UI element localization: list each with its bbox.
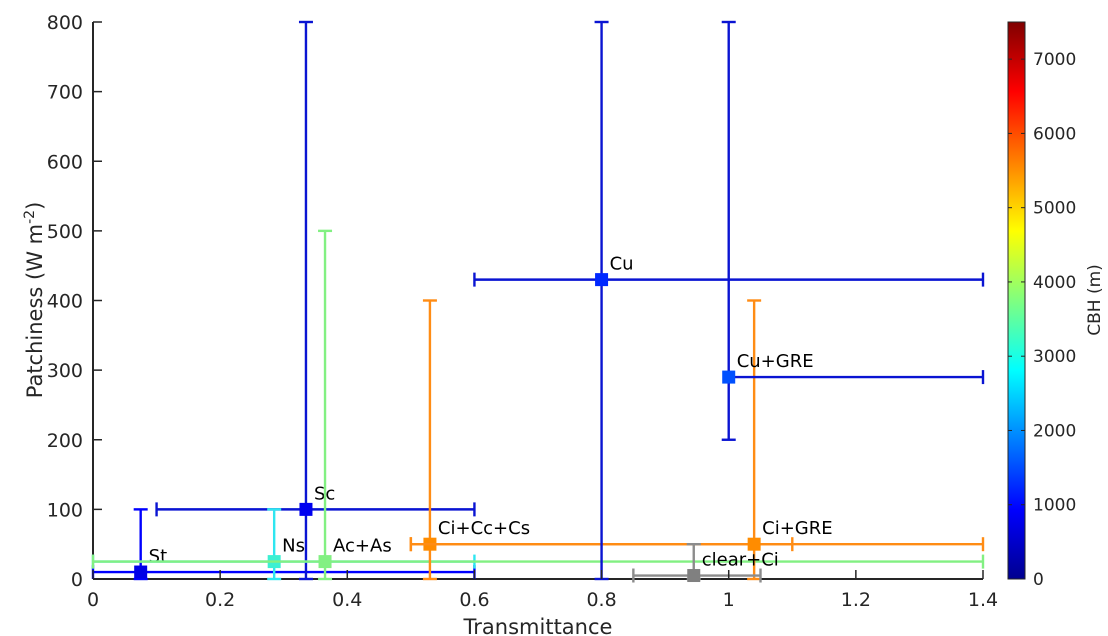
point-label: Cu+GRE xyxy=(737,351,814,372)
colorbar-title: CBH (m) xyxy=(1085,264,1105,336)
point-clear-ci: clear+Ci xyxy=(632,542,779,583)
x-tick-label: 0.4 xyxy=(332,589,362,611)
point-cu-gre: Cu+GRE xyxy=(721,20,985,441)
x-axis: 0 0.2 0.4 0.6 0.8 1 1.2 1.4 xyxy=(87,570,998,611)
y-axis: 0 100 200 300 400 500 600 700 800 xyxy=(47,12,102,591)
colorbar-tick-label: 6000 xyxy=(1033,124,1076,144)
colorbar-tick-label: 1000 xyxy=(1033,496,1076,516)
colorbar-tick-label: 3000 xyxy=(1033,347,1076,367)
y-axis-title: Patchiness (W m-2) xyxy=(22,202,47,399)
y-tick-label: 200 xyxy=(47,430,83,452)
y-tick-label: 800 xyxy=(47,12,83,34)
y-tick-label: 700 xyxy=(47,82,83,104)
colorbar-tick-label: 5000 xyxy=(1033,199,1076,219)
y-tick-label: 400 xyxy=(47,291,83,313)
x-tick-label: 1 xyxy=(723,589,735,611)
colorbar-ticks: 0 1000 2000 3000 4000 5000 6000 7000 xyxy=(1008,50,1076,590)
data-marker xyxy=(299,502,313,516)
colorbar-tick-label: 4000 xyxy=(1033,273,1076,293)
x-axis-title: Transmittance xyxy=(463,615,613,636)
colorbar-tick-label: 2000 xyxy=(1033,421,1076,441)
point-label: Ac+As xyxy=(333,536,392,557)
point-label: Ci+Cc+Cs xyxy=(438,518,530,539)
x-tick-label: 1.4 xyxy=(968,589,998,611)
data-marker xyxy=(595,273,609,287)
data-marker xyxy=(747,537,761,551)
point-label: St xyxy=(149,546,167,567)
y-tick-label: 300 xyxy=(47,360,83,382)
colorbar-tick-label: 7000 xyxy=(1033,50,1076,70)
point-sc: Sc xyxy=(155,20,476,581)
x-tick-label: 0.2 xyxy=(205,589,235,611)
x-tick-label: 0 xyxy=(87,589,99,611)
x-tick-label: 0.6 xyxy=(459,589,489,611)
series-layer: StScNs Ac+As Ci+Cc+Cs Ci+GRE Cu Cu+GRE clear+C… xyxy=(91,20,985,583)
point-label: Ci+GRE xyxy=(762,518,832,539)
data-marker xyxy=(722,370,736,384)
y-tick-label: 600 xyxy=(47,151,83,173)
data-marker xyxy=(687,569,701,583)
point-ac-as: Ac+As xyxy=(91,229,985,581)
point-label: Ns xyxy=(282,536,305,557)
y-tick-label: 100 xyxy=(47,499,83,521)
point-cu: Cu xyxy=(473,20,985,581)
x-tick-label: 0.8 xyxy=(586,589,616,611)
plot-area xyxy=(92,22,983,580)
point-label: Cu xyxy=(610,254,634,275)
colorbar-gradient xyxy=(1007,21,1026,580)
point-label: clear+Ci xyxy=(702,550,779,571)
data-marker xyxy=(318,555,332,569)
y-tick-label: 0 xyxy=(71,569,83,591)
colorbar-tick-label: 0 xyxy=(1033,570,1044,590)
colorbar xyxy=(1007,21,1026,580)
x-tick-label: 1.2 xyxy=(841,589,871,611)
y-tick-label: 500 xyxy=(47,221,83,243)
data-marker xyxy=(134,565,148,579)
